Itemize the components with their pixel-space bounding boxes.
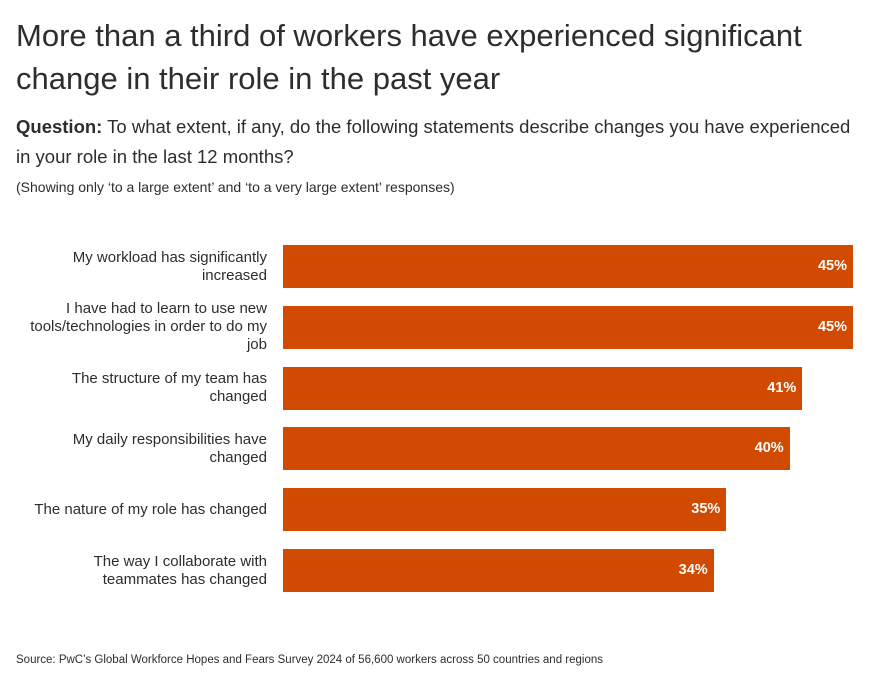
value-label: 45% [817,258,847,274]
value-label: 45% [817,318,847,335]
category-label: My workload has significantly increased [72,248,267,284]
category-label: My daily responsibilities have changed [72,430,267,466]
category-label: The way I collaborate with teammates has… [93,552,267,588]
category-label: The nature of my role has changed [34,500,267,518]
bar: 34% [283,549,714,592]
category-label: I have had to learn to use new tools/tec… [30,300,267,354]
value-label: 34% [678,562,708,578]
bar: 41% [283,366,803,410]
value-label: 40% [754,440,784,457]
question: Question: To what extent, if any, do the… [16,112,856,172]
bar: 45% [283,245,853,288]
source: Source: PwC’s Global Workforce Hopes and… [16,654,604,666]
bar: 40% [283,427,790,471]
question-label: Question: [16,116,103,137]
question-text: To what extent, if any, do the following… [16,116,851,167]
category-label: The structure of my team has changed [71,370,267,406]
value-label: 35% [691,501,721,518]
note: (Showing only ‘to a large extent’ and ‘t… [16,179,455,195]
bar: 45% [283,305,853,349]
bar: 35% [283,488,727,532]
value-label: 41% [767,379,797,396]
chart-title: More than a third of workers have experi… [16,18,802,96]
